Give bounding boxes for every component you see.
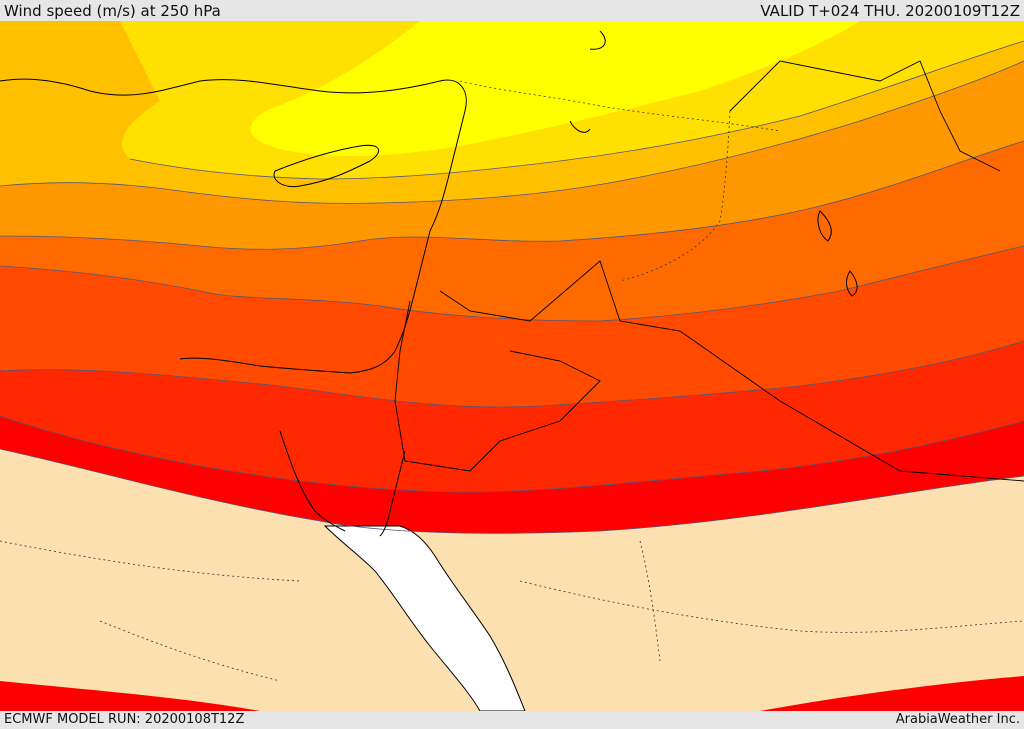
red-sea: [323, 525, 526, 711]
band-red-south-east: [760, 676, 1024, 711]
credit: ArabiaWeather Inc.: [895, 712, 1020, 727]
coastlines: [0, 30, 858, 537]
map-title: Wind speed (m/s) at 250 hPa: [4, 2, 221, 20]
band-yellow: [250, 21, 861, 157]
wind-speed-map: [0, 21, 1024, 711]
model-run: ECMWF MODEL RUN: 20200108T12Z: [4, 712, 245, 727]
solid-borders: [394, 60, 1024, 482]
borders: [0, 80, 1024, 682]
contour-lines: [0, 40, 1024, 534]
footer-bar: ECMWF MODEL RUN: 20200108T12Z ArabiaWeat…: [0, 711, 1024, 729]
header-bar: Wind speed (m/s) at 250 hPa VALID T+024 …: [0, 0, 1024, 21]
band-red-south: [0, 681, 260, 711]
valid-time: VALID T+024 THU. 20200109T12Z: [760, 2, 1020, 20]
